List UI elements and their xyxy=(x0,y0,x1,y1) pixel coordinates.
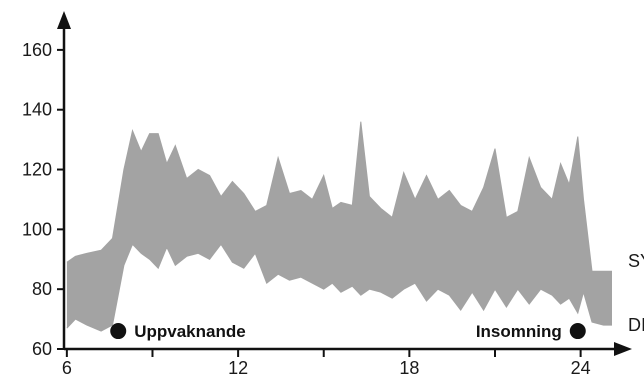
dia-series-label: DIA xyxy=(628,315,644,335)
x-axis-arrow xyxy=(614,342,632,356)
x-tick-label: 12 xyxy=(228,358,248,378)
sys-series-label: SYS xyxy=(628,251,644,271)
dia-series-line xyxy=(66,243,612,332)
y-tick-label: 80 xyxy=(32,279,52,299)
y-tick-label: 60 xyxy=(32,339,52,359)
event-marker xyxy=(569,323,586,340)
x-tick-label: 6 xyxy=(62,358,72,378)
x-tick-label: 18 xyxy=(399,358,419,378)
y-tick-label: 120 xyxy=(22,160,52,180)
pressure-band xyxy=(66,121,612,332)
event-marker xyxy=(110,323,127,340)
plot-area: 60 80 100 120 140 160 6 12 18 24 SYS DIA Uppvaknande… xyxy=(22,11,644,378)
sys-series-line xyxy=(66,121,612,272)
event-label: Insomning xyxy=(476,322,562,341)
x-tick-label: 24 xyxy=(571,358,591,378)
y-tick-label: 160 xyxy=(22,40,52,60)
y-axis-arrow xyxy=(57,11,71,29)
y-tick-label: 140 xyxy=(22,100,52,120)
y-tick-label: 100 xyxy=(22,219,52,239)
event-label: Uppvaknande xyxy=(134,322,245,341)
